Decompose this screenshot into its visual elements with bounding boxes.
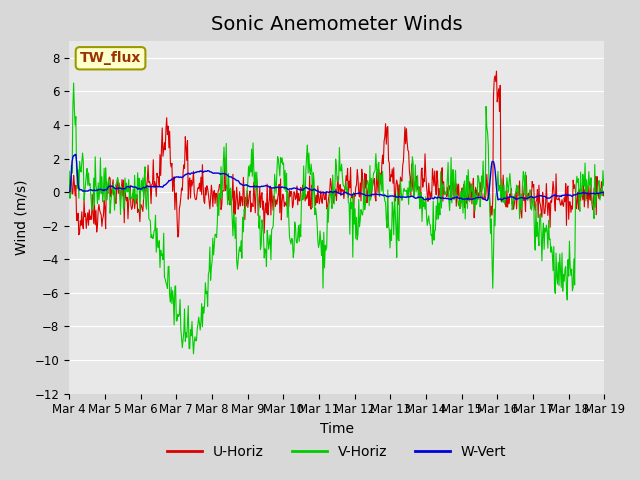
Line: U-Horiz: U-Horiz: [69, 71, 604, 237]
Line: W-Vert: W-Vert: [69, 155, 604, 201]
Legend: U-Horiz, V-Horiz, W-Vert: U-Horiz, V-Horiz, W-Vert: [162, 439, 512, 464]
Line: V-Horiz: V-Horiz: [69, 83, 604, 354]
Title: Sonic Anemometer Winds: Sonic Anemometer Winds: [211, 15, 463, 34]
Text: TW_flux: TW_flux: [80, 51, 141, 65]
X-axis label: Time: Time: [320, 422, 354, 436]
Y-axis label: Wind (m/s): Wind (m/s): [15, 180, 29, 255]
